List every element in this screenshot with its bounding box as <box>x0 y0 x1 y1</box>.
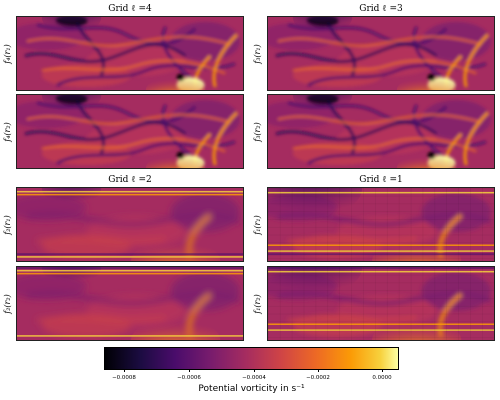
row-label-2-r1: f₂(r₁) <box>3 215 12 235</box>
heatmap-panel <box>267 187 495 262</box>
heatmap-panel <box>16 94 244 169</box>
grid-title-2: Grid ℓ =2 <box>108 175 152 185</box>
colorbar-tick-label: −0.0004 <box>242 375 266 381</box>
row-label-4-r2: f₄(r₂) <box>3 122 12 142</box>
heatmap-panel <box>16 187 244 262</box>
grid-title-3: Grid ℓ =3 <box>359 4 403 14</box>
colorbar-tick <box>124 369 125 372</box>
colorbar-tick <box>382 369 383 372</box>
row-label-1-r1: f₁(r₁) <box>253 215 262 235</box>
colorbar-tick-label: −0.0008 <box>112 375 136 381</box>
grid-title-4: Grid ℓ =4 <box>108 4 152 14</box>
colorbar-tick <box>189 369 190 372</box>
row-label-4-r1: f₄(r₁) <box>3 44 12 64</box>
heatmap-panel <box>267 94 495 169</box>
heatmap-panel <box>16 266 244 341</box>
heatmap-panel <box>267 266 495 341</box>
row-label-3-r2: f₃(r₂) <box>253 122 262 142</box>
colorbar-label: Potential vorticity in s⁻¹ <box>198 384 305 394</box>
colorbar-tick <box>318 369 319 372</box>
colorbar <box>104 347 399 370</box>
row-label-2-r2: f₂(r₂) <box>3 294 12 314</box>
colorbar-tick-label: −0.0006 <box>177 375 201 381</box>
heatmap-panel <box>16 16 244 91</box>
grid-title-1: Grid ℓ =1 <box>359 175 403 185</box>
colorbar-tick-label: −0.0002 <box>306 375 330 381</box>
colorbar-tick-label: 0.0000 <box>372 375 392 381</box>
heatmap-panel <box>267 16 495 91</box>
row-label-1-r2: f₁(r₂) <box>253 294 262 314</box>
colorbar-tick <box>254 369 255 372</box>
row-label-3-r1: f₃(r₁) <box>253 44 262 64</box>
